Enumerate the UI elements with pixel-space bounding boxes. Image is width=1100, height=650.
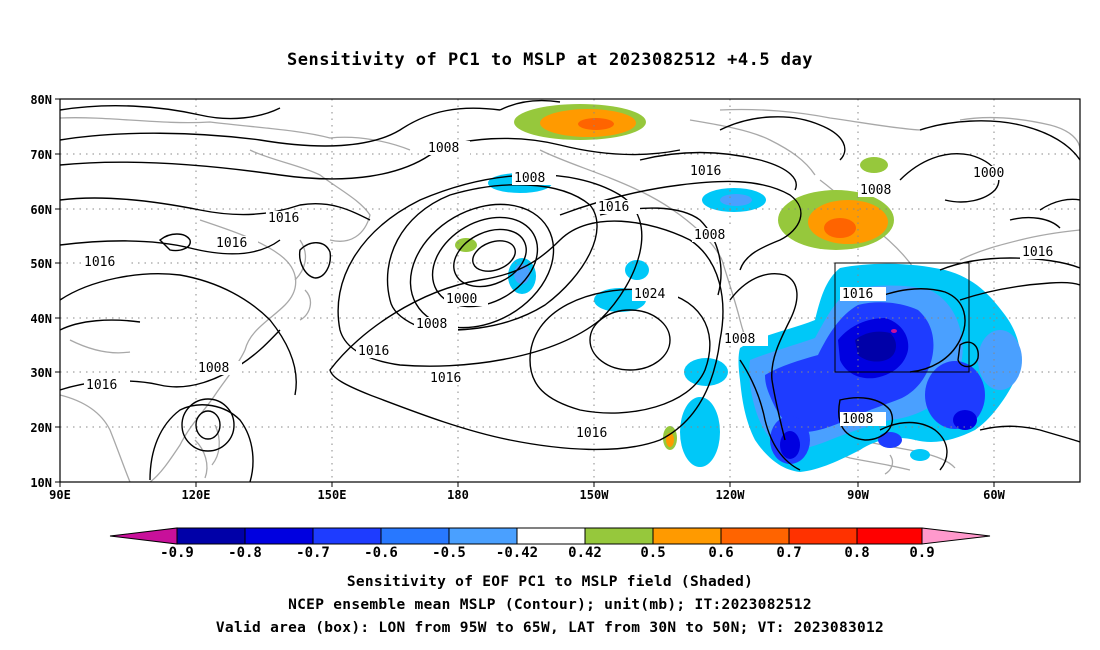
colorbar-cell <box>584 527 654 545</box>
lat-label: 20N <box>30 421 52 435</box>
lat-label: 40N <box>30 312 52 326</box>
colorbar-label: -0.42 <box>496 545 538 561</box>
colorbar-cell <box>176 527 246 545</box>
lon-label: 150E <box>318 488 347 502</box>
longitude-labels: 90E 120E 150E 180 150W 120W 90W 60W <box>49 488 1005 502</box>
lat-label: 70N <box>30 148 52 162</box>
mslp-contours <box>60 99 1080 482</box>
plot-frame <box>59 98 1081 483</box>
contour-label: 1008 <box>860 183 891 198</box>
lat-label: 60N <box>30 203 52 217</box>
contour-label: 1016 <box>268 211 299 226</box>
colorbar-label: -0.9 <box>160 545 194 561</box>
lat-label: 10N <box>30 476 52 490</box>
caption-shading: Sensitivity of EOF PC1 to MSLP field (Sh… <box>346 574 754 590</box>
colorbar-label: 0.42 <box>568 545 602 561</box>
colorbar-label: 0.5 <box>640 545 665 561</box>
colorbar-cell <box>448 527 518 545</box>
contour-label: 1008 <box>694 228 725 243</box>
contour-label: 1016 <box>842 287 873 302</box>
caption-valid-area: Valid area (box): LON from 95W to 65W, L… <box>215 620 885 636</box>
colorbar-label: -0.8 <box>228 545 262 561</box>
colorbar-cell <box>856 527 923 545</box>
colorbar-cell <box>516 527 586 545</box>
contour-label: 1016 <box>690 164 721 179</box>
colorbar-label: -0.7 <box>296 545 330 561</box>
colorbar-label: 0.8 <box>844 545 869 561</box>
colorbar-cell <box>720 527 790 545</box>
contour-label: 1016 <box>358 344 389 359</box>
lon-label: 120E <box>182 488 211 502</box>
colorbar-cell <box>312 527 382 545</box>
lat-label: 50N <box>30 257 52 271</box>
caption-contour: NCEP ensemble mean MSLP (Contour); unit(… <box>288 597 812 613</box>
contour-label: 1008 <box>842 412 873 427</box>
colorbar-cell <box>652 527 722 545</box>
latitude-labels: 80N 70N 60N 50N 40N 30N 20N 10N <box>30 93 52 490</box>
colorbar-cell <box>380 527 450 545</box>
colorbar-left-arrow <box>109 527 178 545</box>
contour-label: 1016 <box>576 426 607 441</box>
contour-label: 1000 <box>446 292 477 307</box>
lat-label: 80N <box>30 93 52 107</box>
sensitivity-shading <box>455 104 1022 472</box>
map-title: Sensitivity of PC1 to MSLP at 2023082512… <box>286 50 813 70</box>
colorbar-right-arrow <box>921 527 991 545</box>
colorbar: -0.9 -0.8 -0.7 -0.6 -0.5 -0.42 0.42 0.5 … <box>109 527 991 561</box>
lon-label: 90E <box>49 488 71 502</box>
lon-label: 90W <box>847 488 869 502</box>
contour-label: 1016 <box>1022 245 1053 260</box>
colorbar-label: -0.6 <box>364 545 398 561</box>
contour-label: 1008 <box>724 332 755 347</box>
colorbar-label: 0.7 <box>776 545 801 561</box>
contour-label: 1024 <box>634 287 665 302</box>
contour-label: 1016 <box>430 371 461 386</box>
contour-label: 1008 <box>198 361 229 376</box>
contour-labels: 1008 1008 1016 1000 1008 1016 1016 1016 … <box>82 141 1066 441</box>
lon-label: 180 <box>447 488 469 502</box>
lon-label: 60W <box>983 488 1005 502</box>
colorbar-cell <box>244 527 314 545</box>
colorbar-label: -0.5 <box>432 545 466 561</box>
lat-label: 30N <box>30 366 52 380</box>
contour-label: 1016 <box>216 236 247 251</box>
contour-label: 1000 <box>973 166 1004 181</box>
colorbar-label: 0.9 <box>909 545 934 561</box>
colorbar-cell <box>788 527 858 545</box>
axis-ticks <box>55 98 995 487</box>
contour-label: 1016 <box>598 200 629 215</box>
contour-label: 1008 <box>416 317 447 332</box>
contour-label: 1008 <box>514 171 545 186</box>
lon-label: 150W <box>580 488 610 502</box>
contour-label: 1016 <box>84 255 115 270</box>
lon-label: 120W <box>716 488 746 502</box>
contour-label: 1016 <box>86 378 117 393</box>
valid-area-box <box>834 262 970 373</box>
colorbar-label: 0.6 <box>708 545 733 561</box>
contour-label: 1008 <box>428 141 459 156</box>
